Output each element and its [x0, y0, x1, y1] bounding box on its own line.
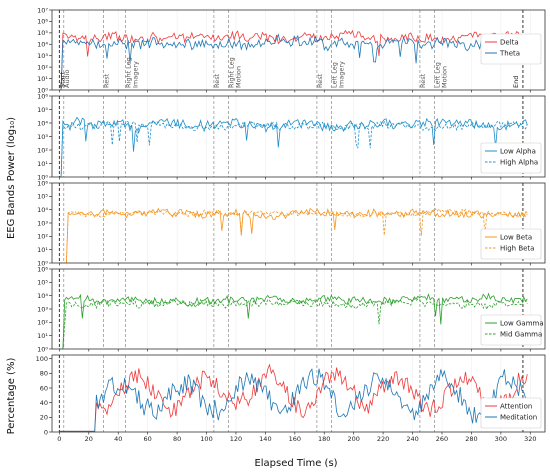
y-tick-label: 10²: [37, 63, 48, 71]
series-line-low-alpha: [59, 116, 528, 177]
y-tick-label: 10⁰: [37, 86, 48, 94]
legend-label: Attention: [500, 403, 532, 411]
y-tick-label: 10¹: [37, 332, 48, 340]
series-line-low-gamma: [59, 292, 528, 349]
panel-frame: [51, 268, 546, 350]
y-tick-label: 10¹: [37, 246, 48, 254]
y-tick-label: 10²: [37, 233, 48, 241]
x-tick-label: 20: [85, 435, 93, 443]
panel-beta: 10⁰ 10¹ 10² 10³ 10⁴ 10⁵ 10⁶ Low Beta High Beta: [37, 179, 546, 267]
series-line-theta: [59, 33, 528, 90]
x-tick-label: 180: [318, 435, 330, 443]
y-axis-label-percentage: Percentage (%): [6, 358, 17, 435]
x-tick-label: 0: [57, 435, 61, 443]
phase-label: Rest: [316, 73, 324, 88]
series-line-high-beta: [59, 208, 528, 263]
y-tick-label: 10⁷: [37, 6, 48, 14]
y-tick-label: 10⁴: [37, 206, 48, 214]
legend-label: Meditation: [500, 414, 537, 422]
y-tick-label: 10⁵: [37, 29, 48, 37]
y-tick-label: 60: [40, 384, 48, 392]
phase-label: Audio: [63, 70, 71, 88]
y-tick-label: 40: [40, 399, 48, 407]
phase-label: Right LegMotion: [228, 57, 243, 88]
y-tick-label: 10⁰: [37, 173, 48, 181]
phase-label: Rest: [213, 73, 221, 88]
y-tick-label: 100: [36, 355, 48, 363]
legend-label: Low Gamma: [500, 320, 544, 328]
y-tick-label: 10³: [37, 133, 48, 141]
x-tick-label: 220: [377, 435, 389, 443]
phase-label: Start: [58, 72, 66, 88]
y-tick-label: 10⁶: [37, 92, 48, 100]
x-tick-label: 160: [289, 435, 301, 443]
x-tick-label: 280: [465, 435, 477, 443]
x-tick-label: 120: [230, 435, 242, 443]
y-tick-label: 10⁵: [37, 193, 48, 201]
y-tick-label: 10⁴: [37, 119, 48, 127]
x-tick-label: 240: [406, 435, 418, 443]
legend-label: Theta: [499, 50, 520, 58]
legend-label: High Alpha: [500, 159, 538, 167]
y-tick-label: 10¹: [37, 160, 48, 168]
legend-label: Low Beta: [500, 234, 532, 242]
legend-label: Low Alpha: [500, 148, 536, 156]
series-line-high-alpha: [59, 119, 528, 177]
y-tick-label: 10¹: [37, 75, 48, 83]
x-tick-label: 200: [347, 435, 359, 443]
y-tick-label: 20: [40, 414, 48, 422]
y-tick-label: 0: [44, 428, 48, 436]
panel-frame: [51, 182, 546, 264]
phase-label: Left LegMotion: [434, 62, 449, 88]
panel-frame: [51, 95, 546, 178]
x-tick-label: 80: [173, 435, 181, 443]
panel-frame: [51, 9, 546, 91]
panel-alpha: 10⁰ 10¹ 10² 10³ 10⁴ 10⁵ 10⁶ Low Alpha High Alpha: [37, 92, 546, 181]
legend-label: Mid Gamma: [500, 331, 542, 339]
series-line-meditation: [59, 368, 528, 432]
x-tick-label: 40: [114, 435, 122, 443]
y-tick-label: 10⁶: [37, 179, 48, 187]
series-line-attention: [59, 363, 528, 432]
legend-label: Delta: [500, 39, 519, 47]
y-tick-label: 10⁶: [37, 265, 48, 273]
x-tick-label: 300: [495, 435, 507, 443]
series-line-low-beta: [59, 207, 528, 263]
y-tick-label: 10⁴: [37, 41, 48, 49]
y-tick-label: 10³: [37, 219, 48, 227]
x-axis-label: Elapsed Time (s): [254, 458, 337, 469]
phase-label: Rest: [103, 73, 111, 88]
panel-attention-meditation: 0 20 40 60 80 100 0 20 40 60 80 100 120 140 160 180 200 2…: [36, 354, 546, 443]
y-tick-label: 10⁰: [37, 345, 48, 353]
x-tick-label: 320: [524, 435, 536, 443]
y-tick-label: 10³: [37, 52, 48, 60]
x-tick-label: 60: [144, 435, 152, 443]
y-tick-label: 10³: [37, 305, 48, 313]
y-tick-label: 10²: [37, 319, 48, 327]
x-tick-label: 260: [436, 435, 448, 443]
y-tick-label: 10²: [37, 146, 48, 154]
y-tick-label: 10⁰: [37, 259, 48, 267]
legend-label: High Beta: [500, 245, 534, 253]
phase-label: End: [512, 76, 520, 88]
x-tick-label: 140: [259, 435, 271, 443]
y-tick-label: 10⁶: [37, 18, 48, 26]
y-tick-label: 10⁵: [37, 106, 48, 114]
series-line-mid-gamma: [59, 298, 528, 349]
panel-gamma: 10⁰ 10¹ 10² 10³ 10⁴ 10⁵ 10⁶ Low Gamma Mid Gamma: [37, 265, 546, 353]
x-tick-label: 100: [200, 435, 212, 443]
y-tick-label: 80: [40, 370, 48, 378]
phase-label: Rest: [419, 73, 427, 88]
y-tick-label: 10⁵: [37, 279, 48, 287]
phase-label: Left LegImagery: [331, 61, 346, 88]
y-axis-label-eeg: EEG Bands Power (log₁₀): [6, 117, 17, 239]
y-tick-label: 10⁴: [37, 292, 48, 300]
panel-frame: [51, 354, 546, 433]
phase-label: Right LegImagery: [125, 57, 140, 88]
